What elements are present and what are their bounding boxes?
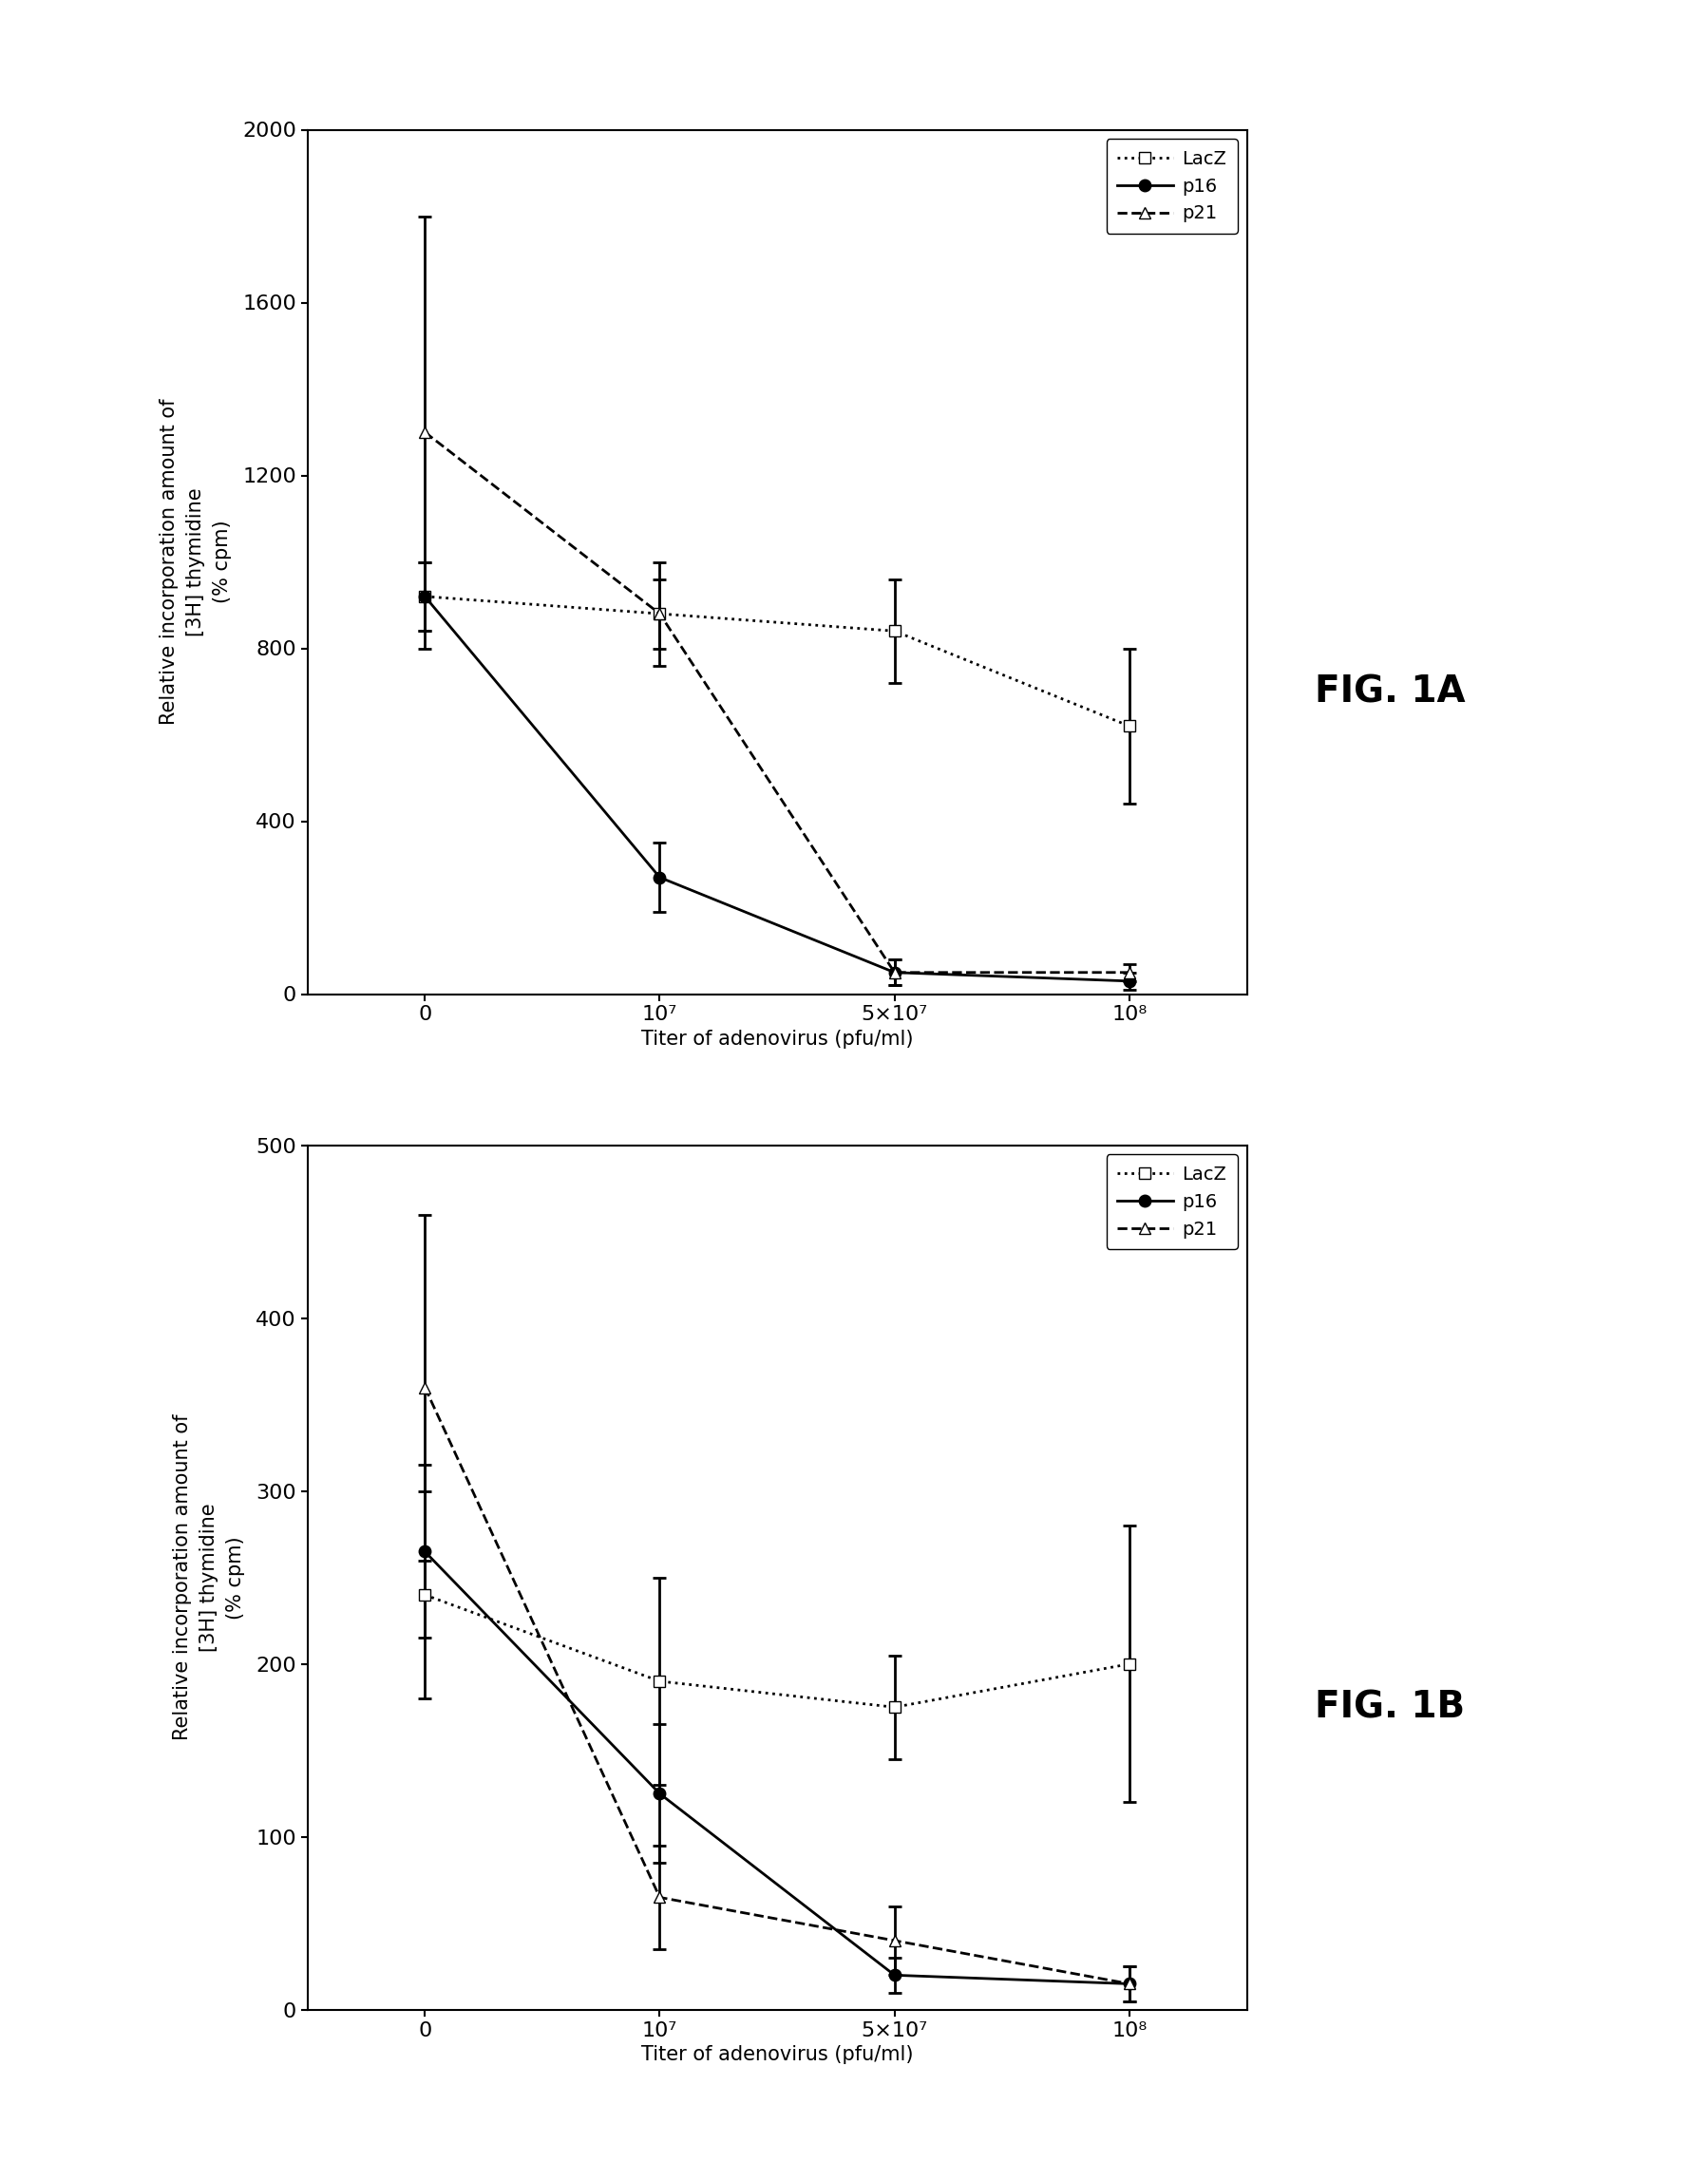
Text: FIG. 1B: FIG. 1B: [1315, 1690, 1465, 1724]
Legend: LacZ, p16, p21: LacZ, p16, p21: [1107, 1154, 1238, 1249]
Legend: LacZ, p16, p21: LacZ, p16, p21: [1107, 138, 1238, 233]
Y-axis label: Relative incorporation amount of
[3H] thymidine
(% cpm): Relative incorporation amount of [3H] th…: [173, 1415, 244, 1740]
Y-axis label: Relative incorporation amount of
[3H] thymidine
(% cpm): Relative incorporation amount of [3H] th…: [159, 400, 232, 724]
X-axis label: Titer of adenovirus (pfu/ml): Titer of adenovirus (pfu/ml): [640, 2044, 914, 2064]
X-axis label: Titer of adenovirus (pfu/ml): Titer of adenovirus (pfu/ml): [640, 1029, 914, 1048]
Text: FIG. 1A: FIG. 1A: [1315, 674, 1465, 709]
